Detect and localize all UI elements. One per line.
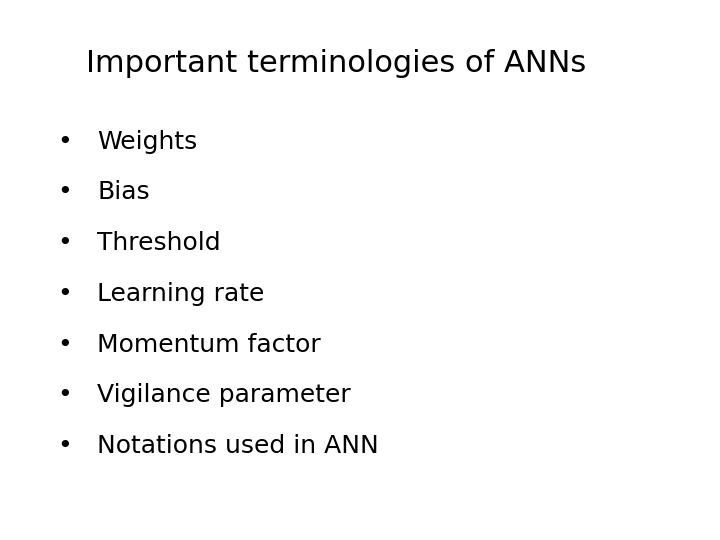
Text: •: • <box>58 333 72 356</box>
Text: Notations used in ANN: Notations used in ANN <box>97 434 379 458</box>
Text: Weights: Weights <box>97 130 197 153</box>
Text: Important terminologies of ANNs: Important terminologies of ANNs <box>86 49 587 78</box>
Text: •: • <box>58 130 72 153</box>
Text: Learning rate: Learning rate <box>97 282 264 306</box>
Text: Momentum factor: Momentum factor <box>97 333 321 356</box>
Text: Bias: Bias <box>97 180 150 204</box>
Text: •: • <box>58 180 72 204</box>
Text: Vigilance parameter: Vigilance parameter <box>97 383 351 407</box>
Text: •: • <box>58 434 72 458</box>
Text: •: • <box>58 231 72 255</box>
Text: •: • <box>58 383 72 407</box>
Text: •: • <box>58 282 72 306</box>
Text: Threshold: Threshold <box>97 231 221 255</box>
